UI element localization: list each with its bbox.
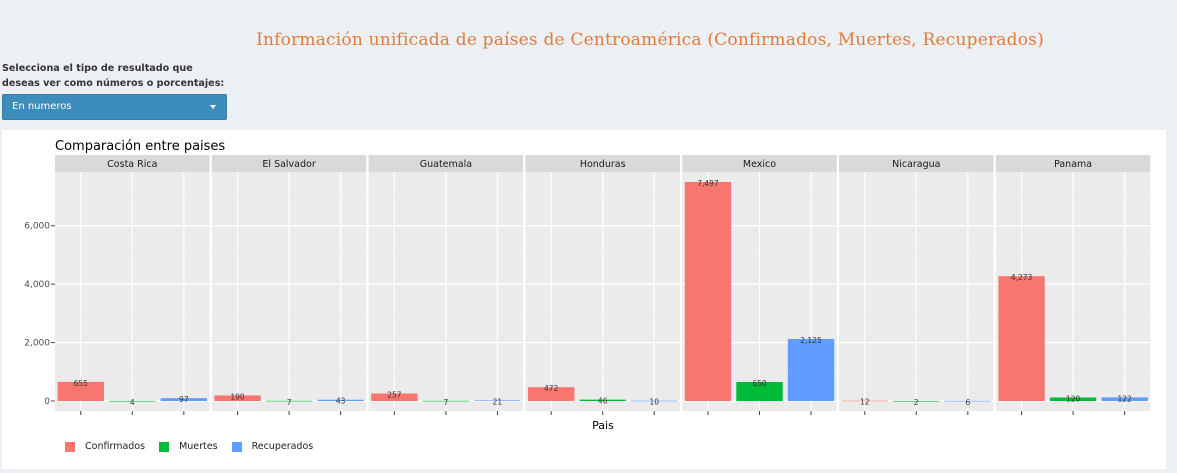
bar-value-label: 6 — [965, 398, 970, 407]
bar-value-label: 190 — [230, 392, 245, 401]
chart-panel: Comparación entre paises 0 2,000 4,000 6,00… — [2, 130, 1166, 469]
legend-label: Muertes — [179, 441, 218, 452]
bar — [1049, 397, 1097, 401]
bar — [736, 382, 783, 401]
bar — [684, 182, 732, 401]
facet-strip — [525, 155, 680, 172]
bar — [893, 400, 940, 402]
bar-value-label: 7 — [287, 398, 292, 407]
bar — [371, 393, 418, 401]
bar — [160, 398, 208, 401]
bar-value-label: 472 — [544, 384, 559, 393]
bar-value-label: 4,273 — [1011, 273, 1033, 282]
legend-swatch — [159, 441, 170, 452]
bar — [841, 400, 888, 402]
bar — [579, 399, 626, 401]
bar-value-label: 46 — [598, 397, 608, 406]
bar — [944, 400, 992, 402]
bar-value-label: 2,125 — [800, 336, 822, 345]
bar-value-label: 43 — [336, 397, 346, 406]
facet-label: Nicaragua — [892, 159, 940, 170]
y-tick-label: 0 — [44, 397, 50, 407]
bar — [317, 399, 364, 401]
bar-value-label: 2 — [914, 398, 919, 407]
result-type-select[interactable]: En numeros — [2, 94, 227, 120]
bar — [109, 400, 156, 402]
legend-item[interactable]: Muertes — [159, 441, 218, 452]
facet-strip — [682, 155, 837, 172]
facet-label: Panama — [1054, 159, 1092, 170]
y-tick-label: 6,000 — [24, 222, 50, 232]
faceted-bar-chart: 0 2,000 4,000 6,000 Costa Rica 655 4 97 El Salva… — [24, 155, 1151, 432]
facet-strip — [368, 155, 524, 172]
facet-label: Guatemala — [420, 159, 472, 170]
facet-label: Honduras — [580, 159, 626, 170]
facet-label: Mexico — [743, 159, 776, 170]
chart-legend: Confirmados Muertes Recuperados — [65, 441, 327, 452]
legend-label: Confirmados — [85, 441, 146, 452]
bar-value-label: 7 — [444, 398, 449, 407]
legend-item[interactable]: Recuperados — [231, 441, 314, 452]
bar — [1101, 397, 1148, 401]
facet-label: El Salvador — [262, 159, 315, 170]
bar — [527, 387, 575, 401]
bar-value-label: 97 — [179, 395, 189, 404]
bar-value-label: 7,497 — [697, 179, 719, 188]
bar — [998, 276, 1045, 401]
bar — [214, 395, 261, 401]
legend-swatch — [65, 441, 75, 452]
bar-value-label: 4 — [130, 398, 135, 407]
bar — [631, 400, 678, 402]
bar-value-label: 12 — [860, 398, 870, 407]
bar — [787, 338, 835, 401]
bar — [474, 400, 521, 401]
facet-strip — [839, 155, 994, 172]
bar-value-label: 257 — [387, 390, 402, 399]
bar-value-label: 21 — [493, 397, 503, 406]
bar — [265, 400, 313, 402]
result-type-selected-value: En numeros — [12, 101, 72, 112]
facet-strip — [55, 155, 210, 172]
bar-value-label: 10 — [649, 398, 659, 407]
x-axis-title: Pais — [592, 419, 614, 432]
facet-label: Costa Rica — [107, 159, 157, 170]
facet-strip — [995, 155, 1151, 172]
y-tick-label: 2,000 — [24, 339, 50, 349]
result-type-label: Selecciona el tipo de resultado que dese… — [2, 63, 225, 89]
chevron-down-icon — [210, 105, 216, 109]
legend-label: Recuperados — [251, 441, 314, 452]
chart-title: Comparación entre paises — [55, 139, 226, 154]
y-tick-label: 4,000 — [24, 280, 50, 290]
bar-value-label: 655 — [74, 379, 89, 388]
page-title: Información unificada de países de Centr… — [256, 30, 1044, 50]
bar — [57, 381, 104, 401]
facet-strip — [211, 155, 367, 172]
bar-value-label: 650 — [752, 379, 767, 388]
legend-swatch — [231, 441, 242, 452]
bar — [422, 400, 470, 402]
legend-item[interactable]: Confirmados — [65, 441, 145, 452]
bar-value-label: 120 — [1066, 394, 1081, 403]
bar-value-label: 122 — [1117, 394, 1132, 403]
